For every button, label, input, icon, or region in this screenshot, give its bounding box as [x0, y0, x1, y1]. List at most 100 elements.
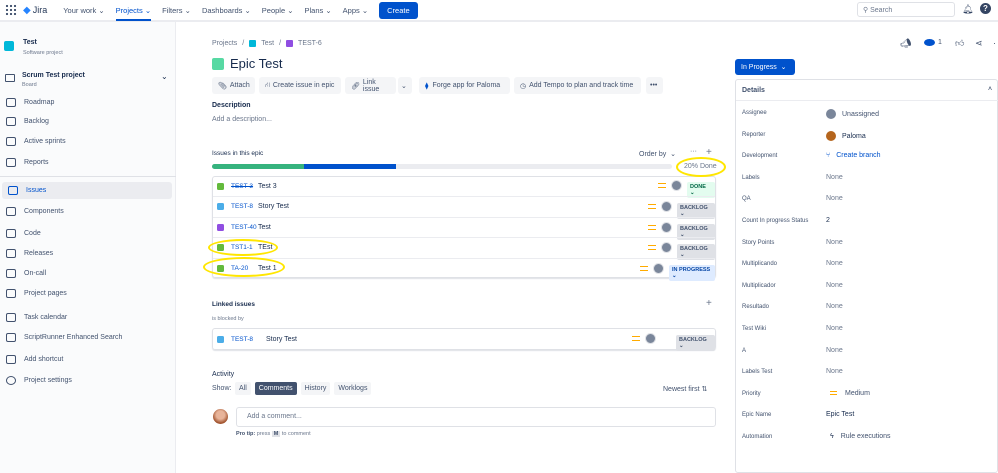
field-value[interactable]: None [826, 173, 843, 181]
create-issue-in-epic-button[interactable]: ⛙ Create issue in epic [259, 77, 341, 94]
assignee-avatar[interactable] [661, 221, 672, 233]
nav-apps[interactable]: Apps ⌄ [342, 5, 369, 15]
sidebar-item-backlog[interactable]: Backlog [0, 113, 172, 130]
help-icon[interactable]: ? [980, 3, 991, 14]
field-value[interactable]: None [826, 303, 843, 311]
field-value[interactable]: None [826, 281, 843, 289]
app-switcher-icon[interactable] [5, 4, 17, 16]
tab-worklogs[interactable]: Worklogs [334, 382, 372, 395]
epic-issue-row[interactable]: TA-20 Test 1 IN PROGRESS ⌄ [213, 257, 715, 281]
sidebar-item-roadmap[interactable]: Roadmap [0, 94, 172, 111]
field-value[interactable]: None [826, 346, 843, 354]
epic-issue-row[interactable]: TEST-3 Test 3 DONE ⌄ [213, 176, 715, 198]
sidebar-item-task-calendar[interactable]: Task calendar [0, 309, 172, 326]
issue-summary[interactable]: Story Test [266, 335, 297, 343]
feedback-icon[interactable]: 📣︎ [900, 38, 912, 48]
field-value[interactable]: None [826, 368, 843, 376]
status-lozenge[interactable]: BACKLOG ⌄ [676, 335, 715, 351]
add-child-icon[interactable]: + [706, 147, 712, 158]
status-lozenge[interactable]: DONE ⌄ [687, 182, 715, 198]
forge-app-button[interactable]: ⧫ Forge app for Paloma [419, 77, 510, 94]
sidebar-item-on-call[interactable]: On-call [0, 265, 172, 282]
field-value[interactable]: Unassigned [826, 109, 879, 119]
search-input[interactable]: ⚲ Search [857, 2, 955, 17]
epic-issue-row[interactable]: TEST-40 Test BACKLOG ⌄ [213, 216, 715, 240]
field-value[interactable]: None [826, 238, 843, 246]
issue-key[interactable]: TEST-8 [231, 335, 254, 343]
more-actions-button[interactable]: ••• [646, 77, 663, 94]
issue-summary[interactable]: Test [258, 223, 271, 231]
add-link-icon[interactable]: + [706, 298, 712, 309]
epic-issue-row[interactable]: TEST-8 Story Test BACKLOG ⌄ [213, 196, 715, 220]
like-icon[interactable]: 👍︎ [955, 38, 965, 48]
project-name[interactable]: Test [23, 39, 37, 46]
status-lozenge[interactable]: BACKLOG ⌄ [677, 244, 715, 261]
sidebar-item-components[interactable]: Components [0, 203, 172, 220]
issue-key[interactable]: TEST-8 [231, 203, 254, 211]
jira-logo[interactable]: ◆ Jira [23, 4, 48, 16]
link-issue-dropdown[interactable]: ⌄ [398, 77, 412, 94]
create-button[interactable]: Create [379, 1, 418, 19]
field-value[interactable]: ⑂ Create branch [826, 152, 881, 160]
status-lozenge[interactable]: BACKLOG ⌄ [677, 203, 715, 220]
sidebar-item-code[interactable]: Code [0, 225, 172, 242]
order-by-button[interactable]: Order by ⌄ [639, 151, 676, 158]
issue-summary[interactable]: Story Test [258, 203, 289, 211]
field-value[interactable]: None [826, 325, 843, 332]
field-value[interactable]: Epic Test [826, 411, 855, 419]
assignee-avatar[interactable] [661, 242, 672, 254]
board-name[interactable]: Scrum Test project [22, 72, 85, 79]
field-value[interactable]: None [826, 260, 843, 268]
details-collapse-icon[interactable]: ˄ [988, 86, 993, 93]
linked-issue-row[interactable]: TEST-8 Story Test BACKLOG ⌄ [212, 328, 716, 351]
breadcrumb-projects[interactable]: Projects [212, 40, 238, 47]
attach-button[interactable]: 📎︎ Attach [212, 77, 255, 94]
epic-issues-more-icon[interactable]: ··· [690, 148, 697, 155]
tab-history[interactable]: History [300, 382, 331, 395]
nav-your-work[interactable]: Your work ⌄ [63, 5, 105, 15]
details-header[interactable]: Details [742, 87, 765, 94]
nav-people[interactable]: People ⌄ [261, 5, 294, 15]
status-button[interactable]: In Progress ⌄ [735, 59, 795, 75]
sidebar-item-project-pages[interactable]: Project pages [0, 285, 172, 302]
status-lozenge[interactable]: IN PROGRESS ⌄ [669, 264, 715, 281]
breadcrumb-issue[interactable]: TEST-6 [298, 40, 322, 47]
field-value[interactable]: Paloma [826, 130, 866, 141]
breadcrumb-project[interactable]: Test [261, 40, 275, 47]
epic-issue-row[interactable]: TST1-1 TEst BACKLOG ⌄ [213, 237, 715, 261]
field-value[interactable]: Medium [830, 390, 870, 397]
assignee-avatar[interactable] [661, 201, 672, 213]
field-value[interactable]: ϟ Rule executions [830, 433, 891, 440]
nav-projects[interactable]: Projects ⌄ [115, 6, 152, 21]
issue-summary[interactable]: Test 3 [258, 182, 277, 190]
nav-dashboards[interactable]: Dashboards ⌄ [201, 5, 251, 15]
watch-button[interactable]: 1 [924, 39, 942, 46]
sidebar-item-scriptrunner[interactable]: ScriptRunner Enhanced Search [0, 329, 172, 346]
issue-key[interactable]: TEST-3 [231, 182, 254, 190]
sidebar-item-active-sprints[interactable]: Active sprints [0, 133, 172, 150]
status-lozenge[interactable]: BACKLOG ⌄ [677, 223, 715, 240]
assignee-avatar[interactable] [653, 262, 664, 274]
issue-key[interactable]: TEST-40 [231, 223, 257, 231]
comment-input[interactable]: Add a comment... [236, 407, 716, 427]
page-title[interactable]: Epic Test [230, 56, 283, 71]
tempo-button[interactable]: ◷ Add Tempo to plan and track time [514, 77, 641, 94]
sort-order-button[interactable]: Newest first ⇅ [663, 386, 708, 393]
sidebar-item-reports[interactable]: Reports [0, 154, 172, 171]
description-field[interactable]: Add a description... [212, 116, 272, 123]
assignee-avatar[interactable] [645, 333, 656, 344]
notifications-icon[interactable]: 🔔︎ [962, 4, 974, 14]
field-value[interactable]: None [826, 195, 843, 203]
sidebar-item-add-shortcut[interactable]: Add shortcut [0, 351, 172, 368]
assignee-avatar[interactable] [671, 180, 682, 191]
sidebar-item-issues[interactable]: Issues [2, 182, 172, 199]
nav-plans[interactable]: Plans ⌄ [304, 5, 332, 15]
tab-comments[interactable]: Comments [254, 382, 297, 395]
board-chevron-icon[interactable]: ⌄ [161, 72, 168, 81]
nav-filters[interactable]: Filters ⌄ [162, 5, 191, 15]
field-value[interactable]: 2 [826, 217, 830, 224]
more-icon[interactable]: · [993, 38, 996, 48]
share-icon[interactable]: ⋖ [975, 38, 983, 48]
sidebar-item-project-settings[interactable]: Project settings [0, 372, 172, 389]
link-issue-button[interactable]: 🔗︎ Link issue [345, 77, 396, 94]
